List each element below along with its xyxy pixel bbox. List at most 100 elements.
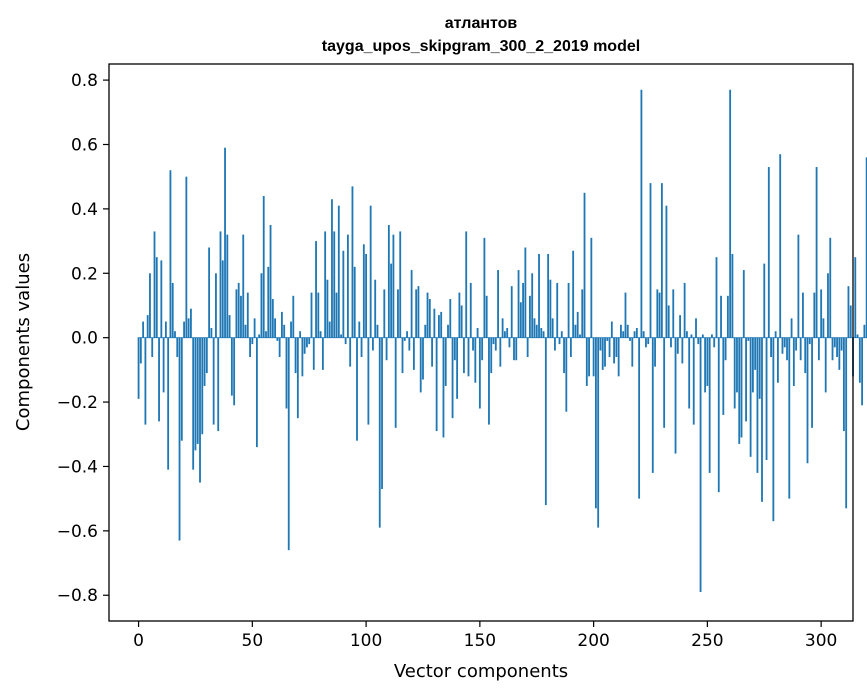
bar-60: [274, 318, 276, 338]
bar-241: [686, 331, 688, 338]
bar-318: [861, 337, 864, 406]
bar-297: [813, 292, 816, 338]
bar-126: [424, 324, 427, 338]
bar-210: [615, 337, 618, 357]
bar-16: [174, 331, 176, 338]
x-tick-label: 300: [805, 631, 837, 651]
bar-153: [485, 295, 488, 338]
bar-186: [560, 331, 563, 338]
bar-239: [681, 337, 684, 364]
bar-125: [422, 337, 424, 380]
bar-117: [403, 337, 406, 341]
chart-subtitle: tayga_upos_skipgram_300_2_2019 model: [322, 38, 640, 55]
bar-137: [449, 299, 452, 338]
bar-263: [736, 337, 738, 393]
bar-37: [221, 260, 224, 338]
bar-251: [708, 337, 711, 473]
bar-294: [806, 337, 809, 464]
bar-97: [358, 321, 361, 338]
bar-229: [658, 292, 661, 338]
bar-141: [458, 292, 461, 338]
bar-59: [271, 299, 274, 338]
bar-310: [842, 337, 845, 432]
bar-276: [765, 337, 768, 461]
bar-309: [840, 337, 843, 351]
bar-44: [237, 282, 240, 338]
bar-120: [410, 270, 413, 338]
bar-114: [397, 289, 399, 338]
bar-302: [824, 337, 827, 393]
bar-283: [781, 337, 784, 354]
bar-81: [321, 337, 324, 370]
bar-102: [369, 205, 372, 338]
bar-72: [301, 337, 304, 377]
bar-76: [310, 292, 313, 338]
bar-58: [269, 224, 272, 338]
bar-107: [381, 337, 383, 489]
bar-42: [233, 337, 236, 406]
bar-311: [845, 337, 848, 509]
bar-69: [294, 337, 297, 374]
bar-315: [854, 257, 857, 338]
bar-238: [679, 315, 681, 338]
bar-108: [383, 289, 386, 338]
bar-202: [597, 337, 600, 528]
y-tick-label: 0.2: [71, 264, 98, 284]
bar-50: [251, 337, 254, 345]
bar-51: [253, 318, 256, 338]
bar-270: [751, 337, 754, 393]
bar-178: [542, 331, 545, 338]
bar-242: [688, 337, 691, 409]
bar-282: [779, 154, 782, 338]
bar-91: [344, 337, 347, 345]
bar-300: [820, 289, 823, 338]
bar-144: [465, 231, 468, 338]
bar-262: [733, 337, 736, 409]
bar-52: [255, 337, 258, 448]
bar-158: [497, 270, 499, 338]
bar-230: [660, 183, 663, 338]
bar-68: [292, 295, 295, 338]
bar-267: [745, 337, 747, 422]
bar-80: [319, 331, 322, 338]
bar-303: [827, 273, 829, 338]
bar-85: [331, 199, 333, 338]
bar-286: [788, 337, 791, 499]
bar-316: [856, 334, 859, 338]
bar-10: [160, 260, 163, 338]
bar-195: [581, 289, 584, 338]
bar-317: [858, 337, 861, 383]
bar-14: [169, 170, 172, 338]
bar-34: [215, 273, 217, 338]
bar-17: [176, 337, 179, 357]
bar-133: [440, 311, 443, 338]
bar-160: [501, 318, 504, 338]
y-axis-label: Components values: [13, 253, 34, 431]
bar-15: [171, 282, 174, 338]
bar-113: [394, 337, 397, 428]
bar-70: [296, 337, 299, 419]
bar-45: [240, 295, 242, 338]
bar-3: [144, 337, 147, 425]
bar-243: [690, 334, 693, 338]
bar-216: [629, 337, 631, 341]
bar-174: [533, 318, 536, 338]
bar-104: [374, 279, 377, 338]
bar-159: [499, 337, 502, 367]
bar-203: [599, 337, 602, 351]
bar-222: [642, 331, 645, 338]
bar-20: [183, 321, 185, 338]
bar-279: [772, 337, 775, 522]
bar-145: [467, 337, 470, 377]
bar-99: [362, 244, 365, 338]
bar-149: [476, 328, 479, 338]
bar-161: [503, 331, 506, 338]
bar-94: [351, 186, 354, 338]
bar-197: [585, 337, 588, 386]
bar-123: [417, 286, 420, 338]
bar-90: [342, 250, 345, 338]
bar-288: [792, 337, 795, 386]
y-tick-label: −0.2: [57, 393, 98, 413]
bar-146: [469, 282, 472, 338]
bar-293: [804, 337, 807, 374]
